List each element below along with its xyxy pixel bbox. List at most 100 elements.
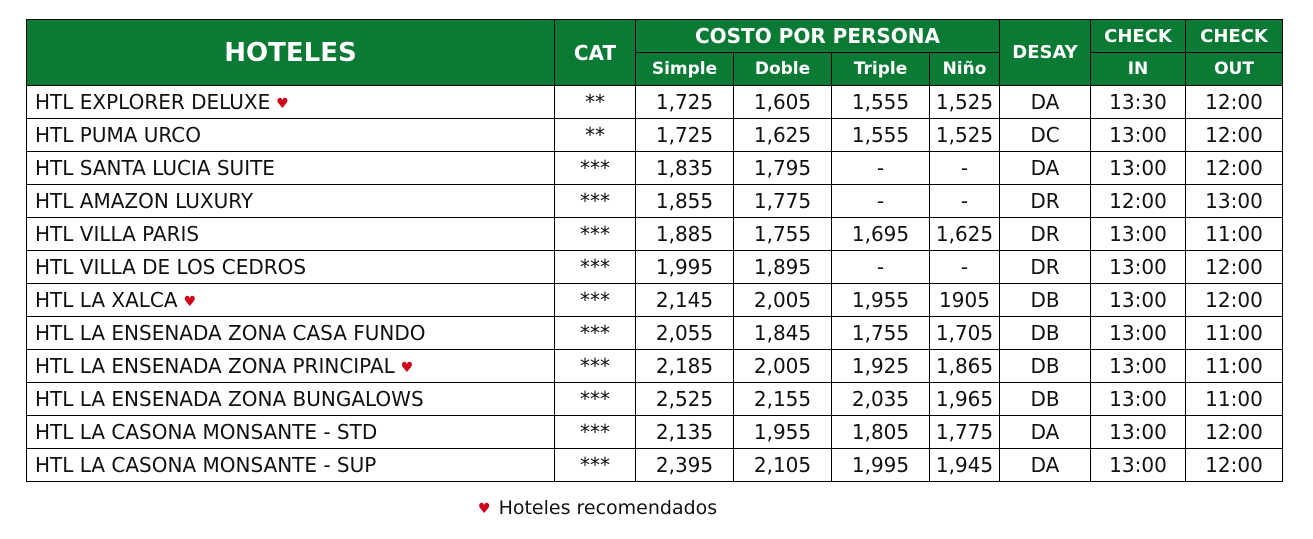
header-hotels: HOTELES xyxy=(26,19,555,86)
header-desay: DESAY xyxy=(999,19,1091,86)
hotel-table-container: HOTELES CAT COSTO POR PERSONA DESAY CHEC… xyxy=(26,19,1283,482)
cell-triple: 1,955 xyxy=(831,283,930,317)
cell-triple: 1,995 xyxy=(831,448,930,482)
cell-triple: 1,755 xyxy=(831,316,930,350)
cell-nino: - xyxy=(929,184,1000,218)
heart-icon: ♥ xyxy=(276,96,289,112)
header-doble: Doble xyxy=(733,52,832,86)
cell-simple: 1,835 xyxy=(635,151,734,185)
hotel-name: HTL LA ENSENADA ZONA CASA FUNDO xyxy=(35,321,426,345)
cell-simple: 1,885 xyxy=(635,217,734,251)
hotel-name: HTL LA XALCA xyxy=(35,288,178,312)
cell-nino: 1,775 xyxy=(929,415,1000,449)
cell-nino: 1,865 xyxy=(929,349,1000,383)
cell-desay: DA xyxy=(999,151,1091,185)
hotel-name-cell: HTL SANTA LUCIA SUITE xyxy=(26,151,555,185)
heart-icon: ♥ xyxy=(183,294,197,310)
hotel-name: HTL VILLA DE LOS CEDROS xyxy=(35,255,307,279)
hotel-name: HTL SANTA LUCIA SUITE xyxy=(35,156,275,180)
cell-nino: 1905 xyxy=(929,283,1000,317)
header-cost-per-person: COSTO POR PERSONA xyxy=(635,19,1000,53)
hotel-name: HTL PUMA URCO xyxy=(35,123,201,147)
table-row: HTL AMAZON LUXURY *** 1,855 1,775- - DR 12:00 1… xyxy=(26,184,1283,218)
cell-check-out: 11:00 xyxy=(1185,382,1283,416)
cell-nino: 1,525 xyxy=(929,118,1000,152)
cell-simple: 2,395 xyxy=(635,448,734,482)
cell-doble: 2,005 xyxy=(733,283,832,317)
hotel-name-cell: HTL LA XALCA ♥ xyxy=(26,283,555,317)
cell-simple: 2,185 xyxy=(635,349,734,383)
cell-simple: 2,135 xyxy=(635,415,734,449)
cell-desay: DB xyxy=(999,316,1091,350)
cell-check-in: 13:00 xyxy=(1090,250,1186,284)
cell-doble: 1,895 xyxy=(733,250,832,284)
header-check-in-top: CHECK xyxy=(1090,19,1186,53)
legend: ♥ Hoteles recomendados xyxy=(478,497,717,519)
cell-desay: DB xyxy=(999,349,1091,383)
cell-desay: DA xyxy=(999,415,1091,449)
legend-text: Hoteles recomendados xyxy=(498,497,718,519)
cell-triple: - xyxy=(831,250,930,284)
cell-doble: 1,845 xyxy=(733,316,832,350)
hotel-name: HTL AMAZON LUXURY xyxy=(35,189,254,213)
cell-desay: DR xyxy=(999,250,1091,284)
cell-cat: *** xyxy=(554,349,636,383)
cell-check-in: 13:00 xyxy=(1090,217,1186,251)
table-row: HTL LA ENSENADA ZONA PRINCIPAL ♥ *** 2,185 2… xyxy=(26,349,1283,383)
hotel-name-cell: HTL LA CASONA MONSANTE - SUP xyxy=(26,448,555,482)
header-check-in-bottom: IN xyxy=(1090,52,1186,86)
cell-check-in: 13:00 xyxy=(1090,316,1186,350)
cell-triple: 1,555 xyxy=(831,118,930,152)
cell-check-out: 12:00 xyxy=(1185,85,1283,119)
cell-doble: 2,005 xyxy=(733,349,832,383)
table-row: HTL PUMA URCO ** 1,725 1,625 1,555 1,525 DC 13:… xyxy=(26,118,1283,152)
cell-triple: - xyxy=(831,151,930,185)
cell-cat: *** xyxy=(554,283,636,317)
cell-check-out: 12:00 xyxy=(1185,415,1283,449)
cell-check-out: 11:00 xyxy=(1185,217,1283,251)
table-row: HTL LA XALCA ♥ *** 2,145 2,005 1,955 1905 DB 13:… xyxy=(26,283,1283,317)
cell-doble: 1,795 xyxy=(733,151,832,185)
cell-check-out: 11:00 xyxy=(1185,349,1283,383)
cell-cat: *** xyxy=(554,316,636,350)
hotel-name-cell: HTL LA ENSENADA ZONA PRINCIPAL ♥ xyxy=(26,349,555,383)
cell-simple: 1,995 xyxy=(635,250,734,284)
cell-simple: 1,725 xyxy=(635,85,734,119)
cell-check-in: 13:00 xyxy=(1090,349,1186,383)
cell-triple: - xyxy=(831,184,930,218)
cell-cat: *** xyxy=(554,184,636,218)
header-cat: CAT xyxy=(554,19,636,86)
cell-nino: - xyxy=(929,250,1000,284)
hotel-name-cell: HTL LA ENSENADA ZONA CASA FUNDO xyxy=(26,316,555,350)
cell-cat: *** xyxy=(554,151,636,185)
table-row: HTL VILLA PARIS *** 1,885 1,755 1,695 1,625 DR… xyxy=(26,217,1283,251)
cell-cat: ** xyxy=(554,85,636,119)
cell-cat: *** xyxy=(554,448,636,482)
cell-triple: 1,925 xyxy=(831,349,930,383)
cell-cat: *** xyxy=(554,217,636,251)
cell-cat: *** xyxy=(554,415,636,449)
cell-check-out: 11:00 xyxy=(1185,316,1283,350)
cell-triple: 1,805 xyxy=(831,415,930,449)
cell-cat: *** xyxy=(554,382,636,416)
cell-check-in: 13:00 xyxy=(1090,415,1186,449)
hotel-price-table: HOTELES CAT COSTO POR PERSONA DESAY CHEC… xyxy=(26,19,1283,482)
cell-simple: 1,855 xyxy=(635,184,734,218)
cell-desay: DC xyxy=(999,118,1091,152)
cell-check-in: 13:00 xyxy=(1090,283,1186,317)
cell-check-in: 13:00 xyxy=(1090,382,1186,416)
cell-cat: ** xyxy=(554,118,636,152)
cell-triple: 2,035 xyxy=(831,382,930,416)
cell-doble: 1,955 xyxy=(733,415,832,449)
hotel-name: HTL VILLA PARIS xyxy=(35,222,200,246)
hotel-name-cell: HTL PUMA URCO xyxy=(26,118,555,152)
cell-nino: - xyxy=(929,151,1000,185)
cell-check-out: 13:00 xyxy=(1185,184,1283,218)
cell-nino: 1,525 xyxy=(929,85,1000,119)
table-row: HTL LA CASONA MONSANTE - STD *** 2,135 1,95… xyxy=(26,415,1283,449)
cell-desay: DB xyxy=(999,283,1091,317)
table-row: HTL LA ENSENADA ZONA CASA FUNDO *** 2,055 1… xyxy=(26,316,1283,350)
hotel-name-cell: HTL VILLA DE LOS CEDROS xyxy=(26,250,555,284)
hotel-name: HTL LA CASONA MONSANTE - STD xyxy=(35,420,378,444)
table-row: HTL EXPLORER DELUXE ♥ ** 1,725 1,605 1,555 1,5… xyxy=(26,85,1283,119)
